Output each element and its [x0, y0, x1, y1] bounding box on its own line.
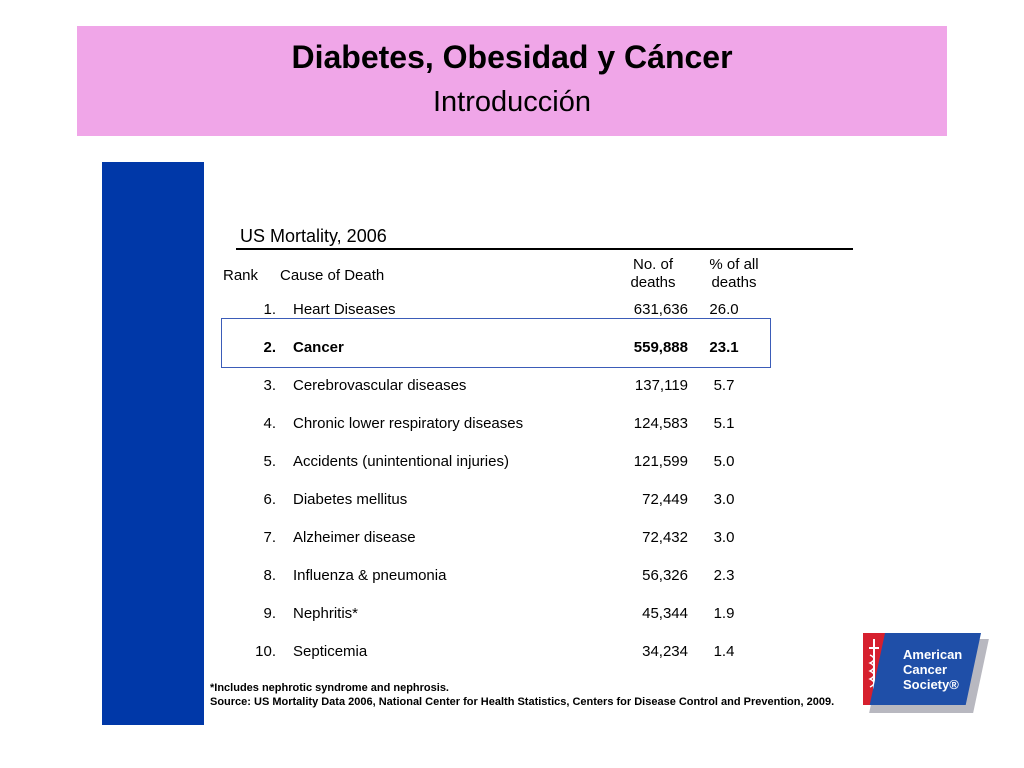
logo-line2: Cancer — [903, 662, 948, 677]
table-title: US Mortality, 2006 — [240, 226, 387, 246]
deaths-cell: 72,449 — [642, 491, 688, 508]
table-title-rule — [236, 248, 853, 250]
rank-cell: 6. — [263, 491, 276, 508]
table-row: 10. Septicemia 34,234 1.4 — [0, 642, 1024, 662]
percent-cell: 23.1 — [709, 339, 739, 356]
percent-cell: 5.1 — [713, 415, 735, 432]
header-deaths-line2: deaths — [630, 274, 676, 291]
cause-cell: Septicemia — [293, 643, 368, 660]
caduceus-sword-icon — [868, 639, 879, 699]
page-subtitle: Introducción — [433, 86, 591, 118]
percent-cell: 2.3 — [713, 567, 735, 584]
cause-cell: Accidents (unintentional injuries) — [293, 453, 509, 470]
cause-cell: Diabetes mellitus — [293, 491, 408, 508]
header-cause: Cause of Death — [280, 267, 385, 284]
percent-cell: 26.0 — [709, 301, 739, 318]
header-percent-line1: % of all — [709, 256, 759, 273]
logo-line3: Society® — [903, 677, 959, 692]
cause-cell: Influenza & pneumonia — [293, 567, 447, 584]
header-percent-line2: deaths — [711, 274, 757, 291]
logo-line1: American — [903, 647, 963, 662]
cancer-row-highlight — [221, 318, 771, 368]
cause-cell: Chronic lower respiratory diseases — [293, 415, 524, 432]
table-row: 1. Heart Diseases 631,636 26.0 — [0, 300, 1024, 320]
deaths-cell: 45,344 — [642, 605, 688, 622]
rank-cell: 1. — [263, 301, 276, 318]
rank-cell: 4. — [263, 415, 276, 432]
percent-cell: 1.4 — [713, 643, 735, 660]
rank-cell: 7. — [263, 529, 276, 546]
side-color-bar — [102, 162, 204, 725]
footnote-source: Source: US Mortality Data 2006, National… — [210, 696, 835, 708]
deaths-cell: 72,432 — [642, 529, 688, 546]
deaths-cell: 34,234 — [642, 643, 688, 660]
header-deaths: No. of deaths — [622, 256, 684, 292]
table-row: 3. Cerebrovascular diseases 137,119 5.7 — [0, 376, 1024, 396]
page-title: Diabetes, Obesidad y Cáncer — [291, 39, 733, 75]
deaths-cell: 124,583 — [633, 415, 688, 432]
table-row: 7. Alzheimer disease 72,432 3.0 — [0, 528, 1024, 548]
table-row: 8. Influenza & pneumonia 56,326 2.3 — [0, 566, 1024, 586]
percent-cell: 5.0 — [713, 453, 735, 470]
american-cancer-society-logo: American Cancer Society® — [863, 633, 989, 713]
cause-cell: Cerebrovascular diseases — [293, 377, 467, 394]
deaths-cell: 56,326 — [642, 567, 688, 584]
rank-cell: 9. — [263, 605, 276, 622]
rank-cell: 10. — [255, 643, 276, 660]
rank-cell: 3. — [263, 377, 276, 394]
footnote-note: *Includes nephrotic syndrome and nephros… — [210, 682, 449, 694]
header-rank: Rank — [223, 267, 259, 284]
table-row: 4. Chronic lower respiratory diseases 124,… — [0, 414, 1024, 434]
table-row: 2. Cancer 559,888 23.1 — [0, 338, 1024, 358]
header-band: Diabetes, Obesidad y Cáncer Introducción — [77, 26, 947, 136]
cause-cell: Cancer — [293, 339, 344, 356]
deaths-cell: 137,119 — [634, 377, 688, 394]
rank-cell: 8. — [263, 567, 276, 584]
rank-cell: 2. — [263, 339, 276, 356]
percent-cell: 3.0 — [713, 529, 735, 546]
rank-cell: 5. — [263, 453, 276, 470]
header-deaths-line1: No. of — [632, 256, 674, 273]
cause-cell: Heart Diseases — [293, 301, 396, 318]
deaths-cell: 121,599 — [633, 453, 688, 470]
header-percent: % of all deaths — [700, 256, 768, 292]
percent-cell: 5.7 — [713, 377, 735, 394]
deaths-cell: 631,636 — [633, 301, 688, 318]
percent-cell: 3.0 — [713, 491, 735, 508]
percent-cell: 1.9 — [713, 605, 735, 622]
table-row: 6. Diabetes mellitus 72,449 3.0 — [0, 490, 1024, 510]
logo-text: American Cancer Society® — [903, 647, 962, 692]
cause-cell: Nephritis* — [293, 605, 359, 622]
cause-cell: Alzheimer disease — [293, 529, 416, 546]
deaths-cell: 559,888 — [633, 339, 688, 356]
table-row: 9. Nephritis* 45,344 1.9 — [0, 604, 1024, 624]
table-row: 5. Accidents (unintentional injuries) 121,… — [0, 452, 1024, 472]
